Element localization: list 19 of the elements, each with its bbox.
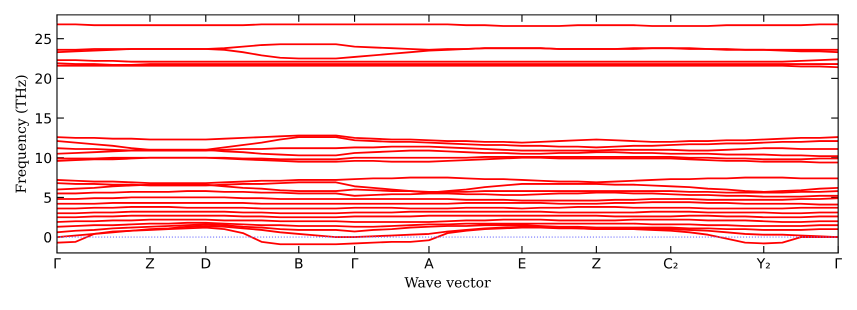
x-axis-title: Wave vector xyxy=(404,277,491,288)
x-tick-label: E xyxy=(518,258,526,268)
x-tick-label: Z xyxy=(592,258,600,268)
y-tick-label: 15 xyxy=(36,113,51,124)
x-tick-label: Γ xyxy=(836,258,842,268)
x-tick-label: Y₂ xyxy=(756,258,770,268)
y-tick-label: 25 xyxy=(35,34,51,44)
x-tick-label: Γ xyxy=(54,258,61,268)
y-tick-label: 10 xyxy=(36,152,52,164)
x-tick-label: B xyxy=(295,258,303,268)
x-tick-label: D xyxy=(202,258,210,268)
x-tick-label: A xyxy=(424,258,434,268)
y-axis-title: Frequency (THz) xyxy=(15,75,29,193)
y-tick-label: 20 xyxy=(35,73,52,84)
x-tick-label: C₂ xyxy=(664,258,678,269)
x-tick-label: Γ xyxy=(352,258,358,268)
x-tick-label: Z xyxy=(146,258,154,268)
y-tick-label: 0 xyxy=(44,232,52,243)
y-tick-label: 5 xyxy=(44,192,51,203)
